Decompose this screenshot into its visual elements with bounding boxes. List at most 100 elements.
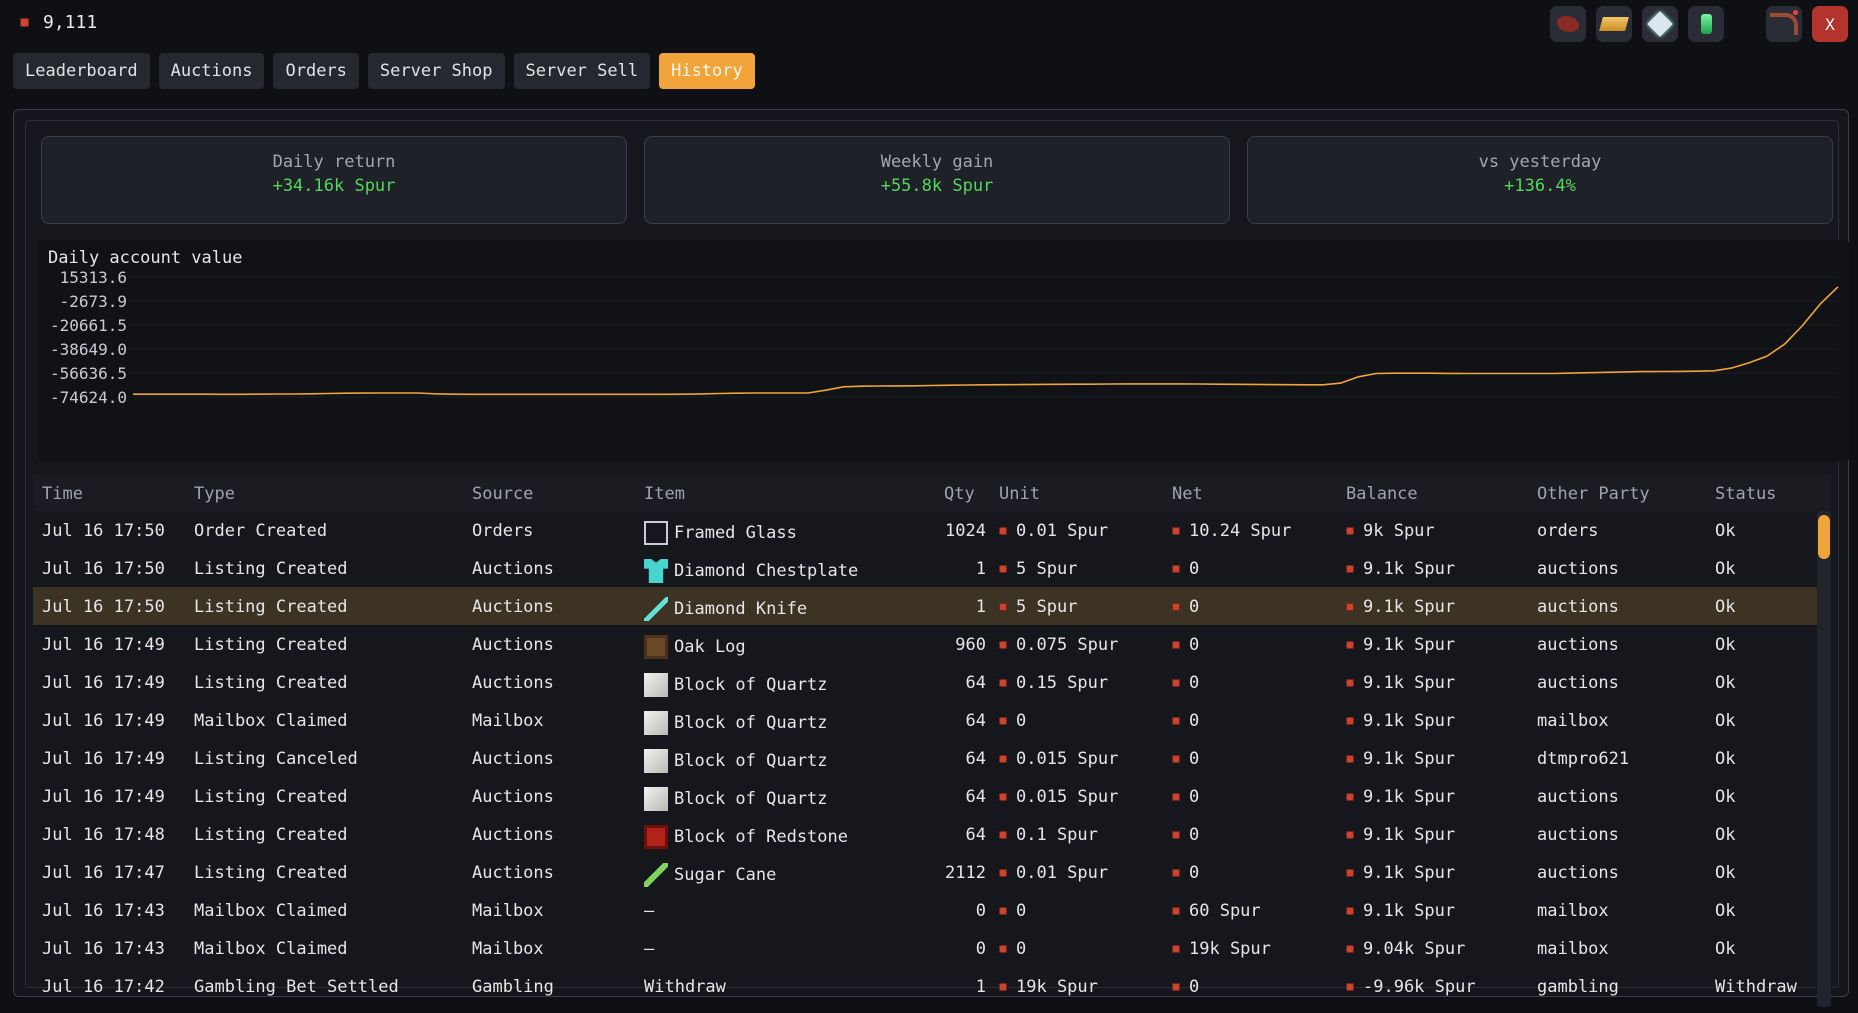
cell-item-label: Block of Quartz [674,713,828,733]
cell-net-label: 0 [1189,977,1200,997]
table-row[interactable]: Jul 16 17:49 Mailbox Claimed Mailbox Block … [33,701,1831,739]
table-row[interactable]: Jul 16 17:50 Listing Created Auctions Diamo… [33,587,1831,625]
coin-icon [999,717,1007,725]
cell-qty: 0 [975,901,986,921]
cell-source: Auctions [472,749,554,769]
framed-glass-icon [644,521,668,545]
table-row[interactable]: Jul 16 17:49 Listing Canceled Auctions Bloc… [33,739,1831,777]
cell-net-label: 0 [1189,711,1200,731]
cell-unit: 0.015 Spur [999,787,1118,807]
table-row[interactable]: Jul 16 17:43 Mailbox Claimed Mailbox — 0 0 19k… [33,929,1831,967]
cell-balance-label: 9.1k Spur [1363,749,1456,769]
cell-item-label: Withdraw [644,977,726,997]
tab-orders[interactable]: Orders [273,53,359,89]
cell-time: Jul 16 17:49 [42,711,165,731]
col-type[interactable]: Type [194,484,235,504]
tab-server-shop[interactable]: Server Shop [367,53,505,89]
coin-icon [1172,945,1180,953]
cell-net: 0 [1172,559,1199,579]
cell-balance-label: 9k Spur [1363,521,1435,541]
col-item[interactable]: Item [644,484,685,504]
table-row[interactable]: Jul 16 17:49 Listing Created Auctions Block… [33,663,1831,701]
cell-status: Ok [1715,901,1736,921]
table-row[interactable]: Jul 16 17:42 Gambling Bet Settled Gambling… [33,967,1831,1005]
coin-icon [999,793,1007,801]
col-qty[interactable]: Qty [944,484,975,504]
cell-item-label: Block of Quartz [674,789,828,809]
cell-item-label: Block of Redstone [674,827,848,847]
card-value: +136.4% [1504,176,1576,196]
tab-bar: Leaderboard Auctions Orders Server Shop … [13,53,755,89]
coin-icon [1172,565,1180,573]
emerald-icon[interactable] [1688,6,1724,42]
cell-balance: 9k Spur [1346,521,1435,541]
coin-icon [1346,755,1354,763]
cell-item-label: Framed Glass [674,523,797,543]
cell-source: Auctions [472,787,554,807]
col-other-party[interactable]: Other Party [1537,484,1650,504]
history-table: Time Type Source Item Qty Unit Net Balan… [33,475,1831,1007]
cell-net-label: 0 [1189,635,1200,655]
balance-value: 9,111 [43,12,98,33]
cell-unit: 0.01 Spur [999,863,1108,883]
cell-other-party: orders [1537,521,1599,541]
coin-icon [1346,603,1354,611]
cell-item: Block of Quartz [644,673,828,697]
redstone-dust-icon[interactable] [1550,6,1586,42]
gold-ingot-icon[interactable] [1596,6,1632,42]
bow-icon[interactable] [1766,6,1802,42]
coin-icon [1346,831,1354,839]
close-button[interactable]: X [1812,6,1848,42]
tab-server-sell[interactable]: Server Sell [513,53,651,89]
cell-unit: 0 [999,901,1026,921]
cell-other-party: auctions [1537,863,1619,883]
table-row[interactable]: Jul 16 17:49 Listing Created Auctions Oak L… [33,625,1831,663]
col-status[interactable]: Status [1715,484,1777,504]
col-balance[interactable]: Balance [1346,484,1418,504]
cell-balance: 9.1k Spur [1346,863,1455,883]
cell-unit-label: 0 [1016,939,1027,959]
nether-star-icon[interactable] [1642,6,1678,42]
cell-status: Ok [1715,521,1736,541]
tab-auctions[interactable]: Auctions [158,53,265,89]
tab-leaderboard[interactable]: Leaderboard [13,53,150,89]
table-row[interactable]: Jul 16 17:43 Mailbox Claimed Mailbox — 0 0 60 … [33,891,1831,929]
table-row[interactable]: Jul 16 17:47 Listing Created Auctions Sugar… [33,853,1831,891]
cell-balance: 9.1k Spur [1346,749,1455,769]
col-source[interactable]: Source [472,484,534,504]
coin-icon [1172,869,1180,877]
coin-icon [1346,983,1354,991]
col-unit[interactable]: Unit [999,484,1040,504]
cell-unit-label: 0.01 Spur [1016,863,1109,883]
cell-unit-label: 5 Spur [1016,597,1078,617]
table-row[interactable]: Jul 16 17:50 Order Created Orders Framed Gl… [33,511,1831,549]
col-time[interactable]: Time [42,484,83,504]
scrollbar-thumb[interactable] [1818,515,1830,559]
table-row[interactable]: Jul 16 17:49 Listing Created Auctions Block… [33,777,1831,815]
cell-net: 0 [1172,711,1199,731]
cell-item: Sugar Cane [644,863,776,887]
cell-other-party: auctions [1537,559,1619,579]
cell-net: 0 [1172,635,1199,655]
table-body: Jul 16 17:50 Order Created Orders Framed Gl… [33,511,1831,1007]
card-label: Daily return [272,152,396,172]
cell-unit: 19k Spur [999,977,1098,997]
cell-source: Auctions [472,863,554,883]
col-net[interactable]: Net [1172,484,1203,504]
table-row[interactable]: Jul 16 17:48 Listing Created Auctions Block… [33,815,1831,853]
cell-type: Gambling Bet Settled [194,977,399,997]
cell-item: Block of Quartz [644,749,828,773]
table-row[interactable]: Jul 16 17:50 Listing Created Auctions Diamo… [33,549,1831,587]
coin-icon [1346,641,1354,649]
cell-net-label: 10.24 Spur [1189,521,1292,541]
table-scrollbar[interactable] [1817,511,1831,1007]
quartz-block-icon [644,673,668,697]
tab-history[interactable]: History [659,53,755,89]
cell-unit-label: 0.075 Spur [1016,635,1119,655]
cell-status: Ok [1715,559,1736,579]
card-label: Weekly gain [880,152,994,172]
cell-balance: 9.1k Spur [1346,711,1455,731]
cell-other-party: auctions [1537,635,1619,655]
cell-qty: 1 [975,559,986,579]
cell-status: Ok [1715,749,1736,769]
